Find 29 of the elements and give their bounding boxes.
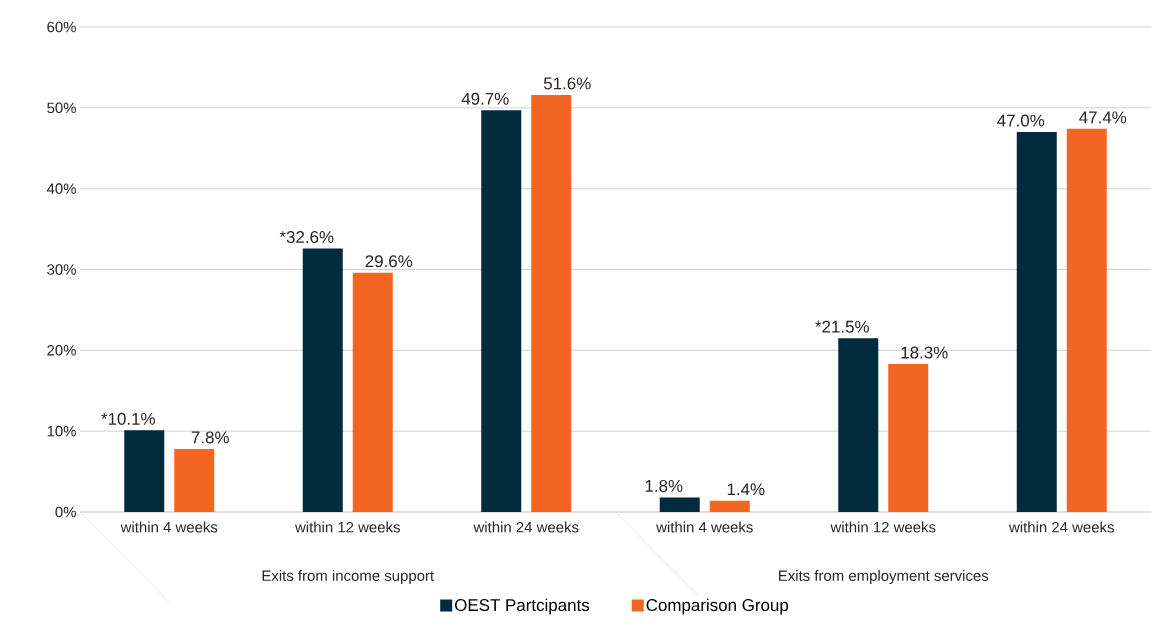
data-label: 47.4% [1079, 111, 1127, 124]
data-label: *32.6% [279, 230, 334, 243]
y-tick-label: 40% [46, 183, 76, 194]
y-tick-label: 60% [47, 21, 76, 33]
x-tick-label: within 24 weeks [1009, 521, 1114, 533]
data-label: 18.3% [901, 346, 948, 359]
x-tick-label: within 4 weeks [656, 521, 753, 533]
y-tick-label: 30% [47, 264, 76, 275]
y-tick-label: 20% [47, 345, 76, 356]
legend-label: Comparison Group [646, 598, 789, 615]
x-tick-label: within 24 weeks [473, 521, 579, 533]
y-tick-label: 0% [55, 506, 76, 518]
text: Exits from income support [262, 570, 434, 584]
data-label: *21.5% [815, 320, 869, 333]
data-label: 51.6% [543, 77, 591, 90]
x-tick-label: within 4 weeks [120, 521, 218, 533]
x-tick-label: within 12 weeks [294, 521, 400, 533]
y-tick-label: 50% [47, 102, 76, 114]
data-label: 1.8% [645, 479, 683, 492]
data-label: 1.4% [727, 483, 765, 496]
data-label: *10.1% [101, 412, 155, 425]
data-label: 47.0% [997, 114, 1045, 127]
x-tick-label: within 12 weeks [830, 521, 936, 533]
data-label: 49.7% [461, 92, 509, 105]
text: Exits from employment services [779, 570, 989, 584]
legend-label: OEST Partcipants [454, 598, 590, 615]
data-label: 7.8% [191, 431, 229, 444]
y-tick-label: 10% [47, 425, 76, 437]
data-label: 29.6% [365, 255, 413, 268]
